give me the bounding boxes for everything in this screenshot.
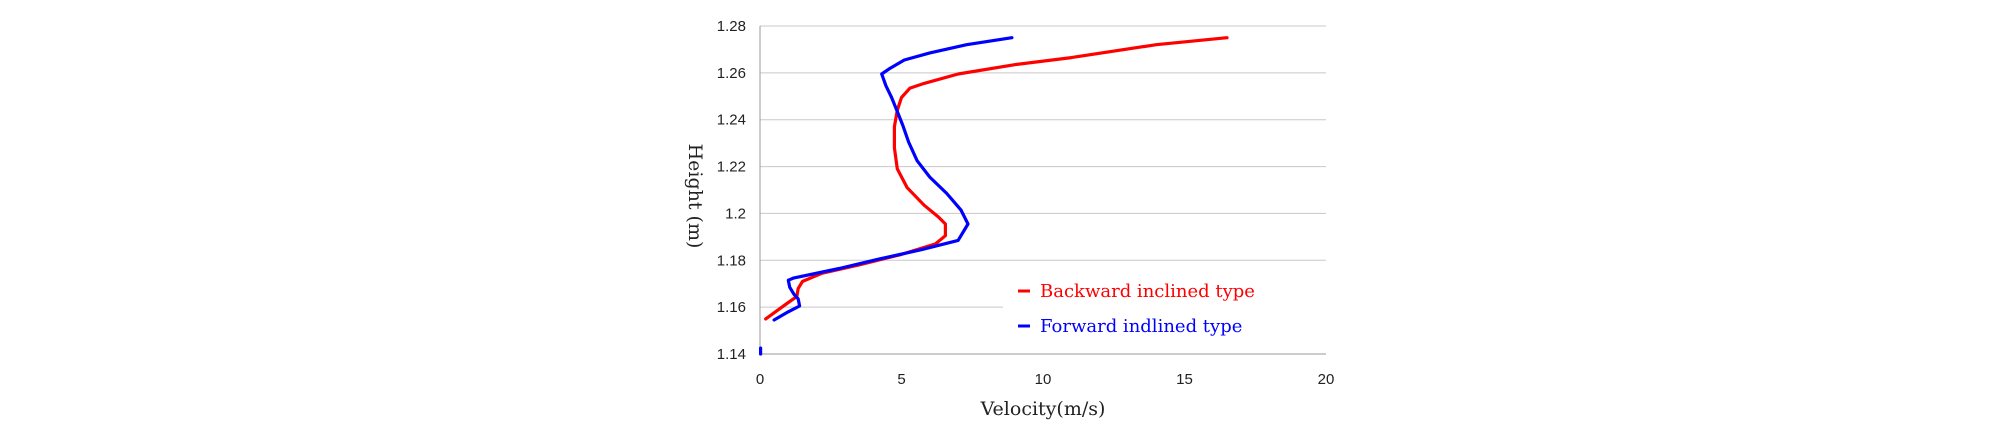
data-lines bbox=[759, 36, 1229, 356]
x-tick-label: 5 bbox=[897, 371, 905, 388]
y-axis-title: Height (m) bbox=[684, 144, 706, 249]
y-tick-label: 1.28 bbox=[717, 18, 746, 35]
legend-label-backward: Backward inclined type bbox=[1040, 281, 1255, 302]
y-tick-label: 1.26 bbox=[717, 65, 746, 82]
legend: Backward inclined type Forward indlined … bbox=[1003, 272, 1328, 346]
y-tick-label: 1.16 bbox=[717, 299, 746, 316]
y-tick-label: 1.24 bbox=[717, 112, 746, 129]
series-line-0 bbox=[764, 36, 1229, 321]
legend-box bbox=[1003, 272, 1328, 346]
x-tick-labels: 0 5 10 15 20 bbox=[756, 371, 1335, 388]
legend-label-forward: Forward indlined type bbox=[1040, 316, 1242, 337]
x-tick-label: 10 bbox=[1035, 371, 1052, 388]
y-tick-label: 1.22 bbox=[717, 159, 746, 176]
y-tick-label: 1.2 bbox=[725, 205, 746, 222]
x-tick-label: 20 bbox=[1318, 371, 1335, 388]
x-axis-title: Velocity(m/s) bbox=[980, 398, 1106, 420]
x-tick-label: 15 bbox=[1176, 371, 1193, 388]
gridlines bbox=[760, 25, 1326, 308]
y-tick-labels: 1.14 1.16 1.18 1.2 1.22 1.24 1.26 1.28 bbox=[717, 18, 746, 363]
y-tick-label: 1.14 bbox=[717, 346, 746, 363]
x-tick-label: 0 bbox=[756, 371, 764, 388]
series-line-1 bbox=[772, 36, 1014, 322]
y-tick-label: 1.18 bbox=[717, 252, 746, 269]
